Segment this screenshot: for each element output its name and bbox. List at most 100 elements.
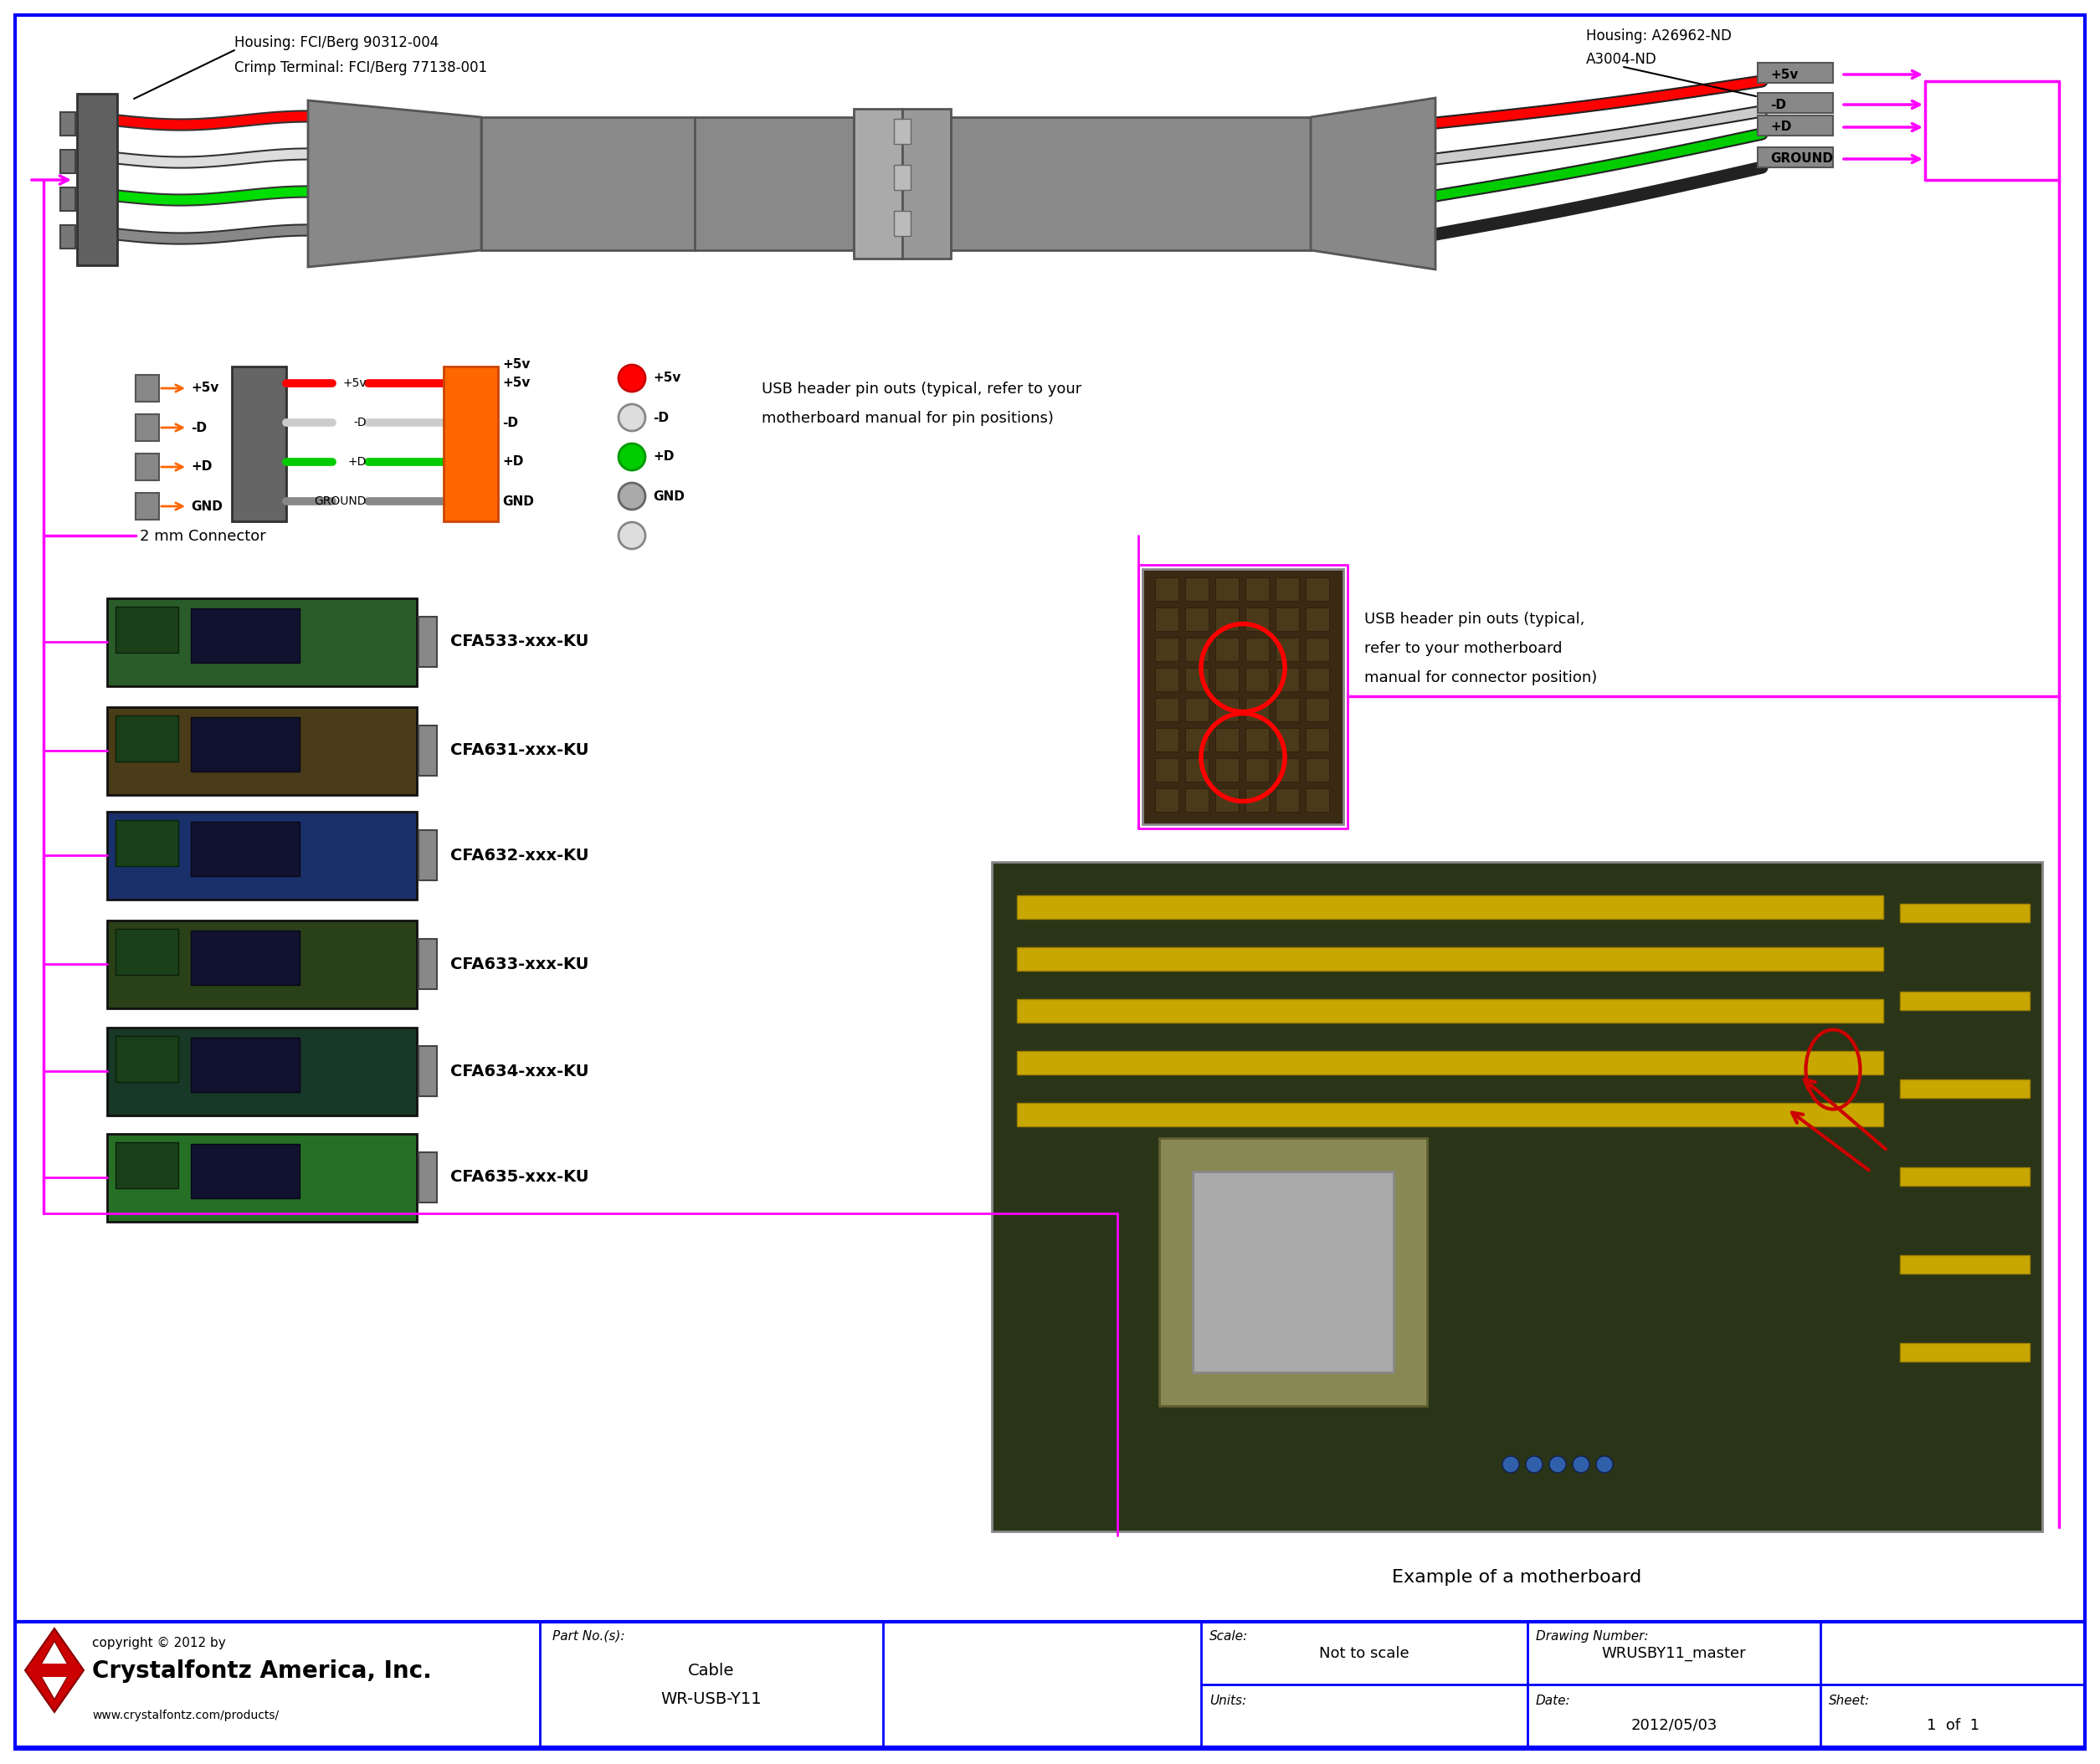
- Bar: [1306, 637, 1329, 662]
- Text: -D: -D: [1770, 99, 1787, 111]
- Bar: [1245, 789, 1268, 811]
- Bar: [1184, 669, 1210, 691]
- Bar: [951, 116, 1310, 250]
- Bar: [1900, 1080, 2031, 1097]
- Text: GROUND: GROUND: [1770, 153, 1833, 166]
- Text: Example of a motherboard: Example of a motherboard: [1392, 1568, 1642, 1586]
- Bar: [116, 607, 178, 653]
- Bar: [895, 212, 911, 236]
- Text: +D: +D: [502, 455, 523, 467]
- Bar: [1216, 699, 1239, 721]
- Bar: [1275, 669, 1300, 691]
- Bar: [1184, 699, 1210, 721]
- Text: -D: -D: [353, 416, 367, 429]
- Bar: [1900, 1168, 2031, 1185]
- Text: Units:: Units:: [1210, 1695, 1247, 1708]
- Text: Scale:: Scale:: [1210, 1630, 1247, 1642]
- Bar: [418, 1046, 437, 1095]
- Bar: [1758, 115, 1833, 136]
- Text: GROUND: GROUND: [315, 496, 367, 506]
- Circle shape: [620, 483, 645, 510]
- Bar: [136, 376, 160, 402]
- Bar: [1306, 789, 1329, 811]
- Bar: [1155, 577, 1178, 602]
- Bar: [1193, 1171, 1394, 1372]
- Text: www.crystalfontz.com/products/: www.crystalfontz.com/products/: [92, 1709, 279, 1722]
- Bar: [1245, 759, 1268, 781]
- Bar: [1275, 699, 1300, 721]
- Bar: [1275, 607, 1300, 632]
- Text: Drawing Number:: Drawing Number:: [1535, 1630, 1648, 1642]
- Text: -D: -D: [653, 411, 668, 423]
- Text: Part No.(s):: Part No.(s):: [552, 1630, 626, 1642]
- Bar: [1216, 789, 1239, 811]
- Text: 2 mm Connector: 2 mm Connector: [139, 529, 265, 543]
- Text: GND: GND: [191, 499, 223, 513]
- Bar: [1216, 759, 1239, 781]
- Text: +5v: +5v: [653, 372, 680, 385]
- Bar: [1216, 729, 1239, 751]
- Circle shape: [1550, 1455, 1567, 1473]
- Bar: [15, 1621, 2085, 1748]
- Text: CFA635-xxx-KU: CFA635-xxx-KU: [449, 1170, 588, 1185]
- Bar: [1216, 637, 1239, 662]
- Text: +D: +D: [1770, 122, 1791, 134]
- Bar: [418, 1152, 437, 1203]
- Text: Crystalfontz America, Inc.: Crystalfontz America, Inc.: [92, 1660, 433, 1683]
- Bar: [1306, 699, 1329, 721]
- Circle shape: [620, 522, 645, 549]
- Bar: [1245, 637, 1268, 662]
- Bar: [136, 492, 160, 520]
- Circle shape: [620, 404, 645, 430]
- Text: CFA633-xxx-KU: CFA633-xxx-KU: [449, 956, 588, 972]
- Bar: [418, 725, 437, 776]
- Bar: [61, 226, 76, 249]
- Bar: [116, 820, 178, 866]
- Bar: [136, 415, 160, 441]
- Bar: [1275, 637, 1300, 662]
- Bar: [1155, 729, 1178, 751]
- Bar: [1155, 607, 1178, 632]
- Bar: [1245, 577, 1268, 602]
- Circle shape: [620, 443, 645, 471]
- Text: Sheet:: Sheet:: [1829, 1695, 1869, 1708]
- Bar: [1306, 577, 1329, 602]
- Circle shape: [1596, 1455, 1613, 1473]
- Bar: [191, 931, 300, 984]
- Bar: [1245, 607, 1268, 632]
- Bar: [29, 1663, 80, 1678]
- Text: +5v: +5v: [342, 377, 368, 390]
- Text: CFA634-xxx-KU: CFA634-xxx-KU: [449, 1064, 588, 1080]
- Text: A3004-ND: A3004-ND: [1586, 51, 1657, 67]
- Text: GND: GND: [502, 496, 533, 508]
- Bar: [1216, 577, 1239, 602]
- Bar: [1216, 607, 1239, 632]
- Text: refer to your motherboard: refer to your motherboard: [1365, 640, 1562, 656]
- Bar: [136, 453, 160, 480]
- Bar: [481, 116, 695, 250]
- Bar: [418, 831, 437, 880]
- Bar: [61, 150, 76, 173]
- Text: Housing: A26962-ND: Housing: A26962-ND: [1586, 28, 1733, 44]
- Bar: [191, 822, 300, 877]
- Bar: [418, 617, 437, 667]
- Bar: [1758, 64, 1833, 83]
- Polygon shape: [309, 101, 481, 266]
- Text: WRUSBY11_master: WRUSBY11_master: [1602, 1646, 1747, 1662]
- Bar: [107, 921, 416, 1009]
- Text: GND: GND: [653, 490, 685, 503]
- Bar: [1184, 637, 1210, 662]
- Text: CFA632-xxx-KU: CFA632-xxx-KU: [449, 847, 588, 863]
- Bar: [1184, 607, 1210, 632]
- Bar: [1184, 789, 1210, 811]
- Bar: [1184, 759, 1210, 781]
- Text: 2012/05/03: 2012/05/03: [1632, 1718, 1718, 1732]
- Bar: [1216, 669, 1239, 691]
- Text: +5v: +5v: [502, 377, 529, 390]
- Bar: [1016, 1051, 1884, 1074]
- Bar: [1900, 1342, 2031, 1362]
- Circle shape: [1527, 1455, 1544, 1473]
- Text: +D: +D: [191, 460, 212, 473]
- Text: Not to scale: Not to scale: [1319, 1646, 1409, 1662]
- Bar: [1306, 669, 1329, 691]
